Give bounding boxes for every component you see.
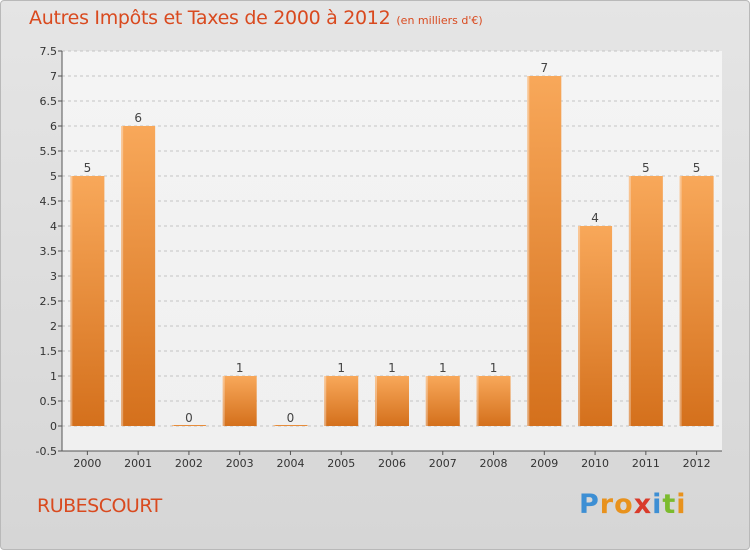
- bar-highlight: [628, 176, 631, 426]
- chart-title: Autres Impôts et Taxes de 2000 à 2012 (en…: [29, 7, 483, 29]
- bar-highlight: [578, 226, 581, 426]
- y-tick-label: 3.5: [40, 245, 58, 258]
- bar: [375, 376, 409, 426]
- bar: [425, 376, 460, 426]
- y-tick-label: 3: [50, 270, 57, 283]
- bar-2000: [70, 176, 105, 426]
- data-label: 1: [388, 361, 396, 375]
- data-label: 0: [287, 411, 295, 425]
- bar-highlight: [527, 76, 530, 426]
- data-label: 7: [540, 61, 548, 75]
- y-tick-label: 7: [50, 70, 57, 83]
- bar: [628, 176, 663, 426]
- y-tick-label: 4: [50, 220, 57, 233]
- bar: [578, 226, 613, 426]
- y-tick-label: 0.5: [40, 395, 58, 408]
- logo-letter: i: [676, 489, 687, 520]
- x-tick-label: 2003: [226, 457, 254, 470]
- bar-highlight: [679, 176, 682, 426]
- data-label: 1: [236, 361, 244, 375]
- bar-2005: [324, 376, 359, 426]
- y-tick-label: 5: [50, 170, 57, 183]
- proxiti-logo: Proxiti: [579, 489, 687, 520]
- bar-highlight: [375, 376, 377, 426]
- bar-2012: [679, 176, 714, 426]
- bar-2006: [375, 376, 409, 426]
- x-tick-label: 2002: [175, 457, 203, 470]
- data-label: 5: [642, 161, 650, 175]
- bar: [171, 425, 206, 426]
- bar: [121, 126, 156, 426]
- bar-highlight: [121, 126, 124, 426]
- bar: [476, 376, 511, 426]
- y-tick-label: 2: [50, 320, 57, 333]
- y-tick-label: 2.5: [40, 295, 58, 308]
- x-tick-label: 2007: [429, 457, 457, 470]
- data-label: 1: [439, 361, 447, 375]
- bar: [527, 76, 562, 426]
- x-tick-label: 2012: [683, 457, 711, 470]
- bar-2002: [171, 425, 206, 426]
- bar: [273, 425, 308, 426]
- bar: [222, 376, 257, 426]
- data-label: 1: [490, 361, 498, 375]
- x-tick-label: 2011: [632, 457, 660, 470]
- y-tick-label: 4.5: [40, 195, 58, 208]
- title-text: Autres Impôts et Taxes de 2000 à 2012: [29, 7, 391, 29]
- bar-highlight: [273, 425, 276, 426]
- bar-highlight: [222, 376, 225, 426]
- logo-letter: i: [652, 489, 663, 520]
- bar: [679, 176, 714, 426]
- logo-letter: x: [633, 489, 653, 520]
- logo-letter: t: [662, 489, 677, 520]
- x-tick-label: 2000: [73, 457, 101, 470]
- x-tick-label: 2006: [378, 457, 406, 470]
- x-tick-label: 2008: [480, 457, 508, 470]
- bar-highlight: [171, 425, 174, 426]
- bar-2009: [527, 76, 562, 426]
- data-label: 5: [84, 161, 92, 175]
- chart-subtitle: (en milliers d'€): [396, 14, 483, 27]
- x-tick-label: 2009: [530, 457, 558, 470]
- bar: [324, 376, 359, 426]
- y-tick-label: 1.5: [40, 345, 58, 358]
- data-label: 1: [337, 361, 345, 375]
- y-tick-label: 1: [50, 370, 57, 383]
- logo-letter: P: [579, 489, 600, 520]
- bar-2001: [121, 126, 156, 426]
- y-tick-label: 7.5: [40, 45, 58, 58]
- data-label: 4: [591, 211, 599, 225]
- town-name: RUBESCOURT: [37, 495, 162, 517]
- data-label: 6: [134, 111, 142, 125]
- y-tick-label: 0: [50, 420, 57, 433]
- bar-highlight: [425, 376, 428, 426]
- data-label: 0: [185, 411, 193, 425]
- bar-2008: [476, 376, 511, 426]
- y-tick-label: 6: [50, 120, 57, 133]
- logo-letter: o: [614, 489, 634, 520]
- bar-highlight: [324, 376, 327, 426]
- x-tick-label: 2010: [581, 457, 609, 470]
- data-label: 5: [693, 161, 701, 175]
- logo-letter: r: [599, 489, 615, 520]
- bar-2011: [628, 176, 663, 426]
- bar-2004: [273, 425, 308, 426]
- y-tick-label: -0.5: [36, 445, 57, 458]
- x-tick-label: 2001: [124, 457, 152, 470]
- y-tick-label: 6.5: [40, 95, 58, 108]
- bar-2003: [222, 376, 257, 426]
- x-tick-label: 2004: [276, 457, 304, 470]
- bar-highlight: [70, 176, 73, 426]
- bar-2007: [425, 376, 460, 426]
- y-tick-label: 5.5: [40, 145, 58, 158]
- x-tick-label: 2005: [327, 457, 355, 470]
- bar: [70, 176, 105, 426]
- bar-2010: [578, 226, 613, 426]
- bar-highlight: [476, 376, 479, 426]
